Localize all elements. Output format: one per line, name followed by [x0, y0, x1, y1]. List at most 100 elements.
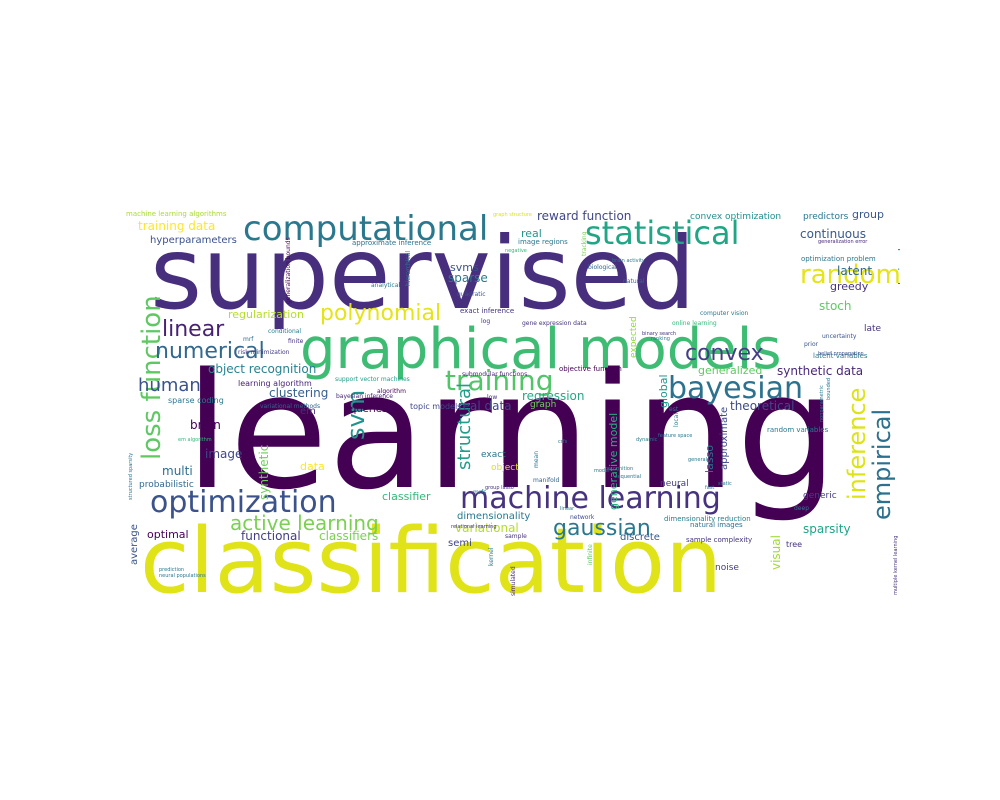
word-sample-complexity: sample complexity — [686, 536, 752, 544]
word-submodular-functions: submodular functions — [462, 371, 527, 378]
word-dynamic: dynamic — [636, 437, 658, 443]
word-svms: svms — [450, 261, 479, 274]
word-visual: visual — [769, 535, 783, 570]
word-tree: tree — [786, 540, 802, 549]
word-global: global — [657, 374, 670, 408]
word-human: human — [138, 375, 201, 396]
word-gaussian: gaussian — [553, 516, 651, 541]
word-nonparametric: nonparametric — [819, 385, 825, 422]
word-network: network — [570, 514, 595, 521]
word-graph: graph — [530, 400, 556, 410]
word-group: group — [852, 208, 884, 221]
word-regularized: regularized — [896, 248, 900, 310]
word-continuous: continuous — [800, 227, 866, 241]
word-relational-learning: relational learning — [451, 524, 497, 530]
word-local: local — [673, 413, 680, 427]
word-real: real — [521, 227, 542, 240]
word-natural-images: natural images — [690, 521, 743, 529]
word-inference: inference — [843, 388, 871, 500]
word-discrete: discrete — [620, 532, 660, 543]
word-variational: variational — [455, 521, 519, 535]
word-image: image — [205, 447, 242, 461]
word-gene-expression-data: gene expression data — [522, 320, 587, 327]
word-late: late — [864, 324, 882, 334]
word-low: low — [487, 394, 497, 401]
word-sample: sample — [505, 533, 527, 540]
word-training: training — [445, 364, 553, 397]
word-regularization: regularization — [228, 308, 304, 321]
word-classifier: classifier — [382, 490, 431, 503]
word-probabilistic: probabilistic — [139, 480, 194, 490]
word-approximate: approximate — [719, 407, 730, 470]
word-belief-propagation: belief propagation — [818, 351, 864, 357]
word-ranking: ranking — [651, 336, 670, 342]
word-numerical: numerical — [155, 339, 265, 364]
word-group-lasso: group lasso — [485, 485, 514, 491]
word-data: data — [300, 460, 325, 473]
word-optimal: optimal — [147, 528, 189, 541]
word-tracking: tracking — [581, 231, 588, 256]
word-finite: finite — [288, 338, 304, 345]
word-manifold: manifold — [533, 477, 559, 484]
word-generative-model: generative model — [607, 413, 620, 510]
word-image-regions: image regions — [518, 238, 568, 246]
word-cloud: learning supervised classification graphica… — [124, 206, 900, 599]
word-mean: mean — [533, 451, 540, 468]
word-generalization-error: generalization error — [818, 239, 868, 245]
word-classifiers: classifiers — [319, 529, 378, 543]
word-bayesian-inference: bayesian inference — [336, 393, 393, 400]
word-noise: noise — [715, 563, 739, 573]
word-hyperparameters: hyperparameters — [150, 235, 237, 246]
word-fast: fast — [705, 485, 714, 491]
word-brain: brain — [190, 418, 221, 432]
word-average: average — [129, 524, 140, 565]
word-neural-populations: neural populations — [159, 573, 206, 579]
word-dimensionality-reduction: dimensionality reduction — [664, 515, 751, 523]
word-convex: convex — [685, 341, 764, 366]
word-static: static — [718, 481, 732, 487]
word-neural: neural — [660, 479, 689, 489]
word-structural: structural — [454, 383, 475, 470]
word-linear: linear — [560, 506, 575, 512]
word-feature-space: feature space — [658, 433, 692, 439]
word-generic: generic — [803, 491, 837, 501]
word-expected: expected — [629, 316, 639, 358]
word-deep: deep — [794, 505, 809, 512]
word-classification: classification — [140, 509, 722, 599]
word-machine-learning-algorithms: machine learning algorithms — [126, 210, 227, 218]
word-sequential: sequential — [615, 474, 641, 480]
word-hierarchical: hierarchical — [405, 251, 412, 286]
word-generalized: generalized — [698, 364, 762, 377]
word-supervised: supervised — [150, 215, 696, 332]
word-exact-inference: exact inference — [460, 307, 514, 315]
word-latent-variables: latent variables — [813, 352, 868, 360]
word-empirical: empirical — [868, 409, 896, 520]
word-learning: learning — [185, 338, 838, 525]
word-simulated: simulated — [510, 566, 517, 596]
word-graphical-models: graphical models — [300, 317, 782, 382]
word-active-learning: active learning — [230, 511, 379, 535]
word-machine-learning: machine learning — [460, 481, 721, 516]
word-clustering: clustering — [269, 386, 328, 400]
word-algorithm: algorithm — [377, 388, 406, 395]
word-stoch: stoch — [819, 299, 852, 313]
word-computational: computational — [243, 209, 488, 249]
word-multiple-kernel-learning: multiple kernel learning — [893, 536, 899, 595]
word-online-learning: online learning — [672, 320, 717, 327]
word-prediction: prediction — [159, 567, 184, 573]
word-synthetic-data: synthetic data — [777, 364, 863, 378]
word-loss-function: loss function — [137, 295, 167, 460]
word-general: general — [688, 457, 707, 463]
word-variational-methods: variational methods — [260, 403, 320, 410]
word-brain-activity: brain activity — [612, 258, 645, 264]
word-optimization: optimization — [150, 485, 337, 520]
word-real-data: real data — [458, 399, 512, 413]
word-synthetic: synthetic — [257, 445, 271, 500]
word-queries: queries — [350, 404, 387, 415]
word-conditional: conditional — [268, 328, 301, 335]
word-support-vector-machines: support vector machines — [335, 376, 410, 383]
word-uncertainty: uncertainty — [822, 333, 857, 340]
word-crfs: crfs — [558, 439, 568, 445]
